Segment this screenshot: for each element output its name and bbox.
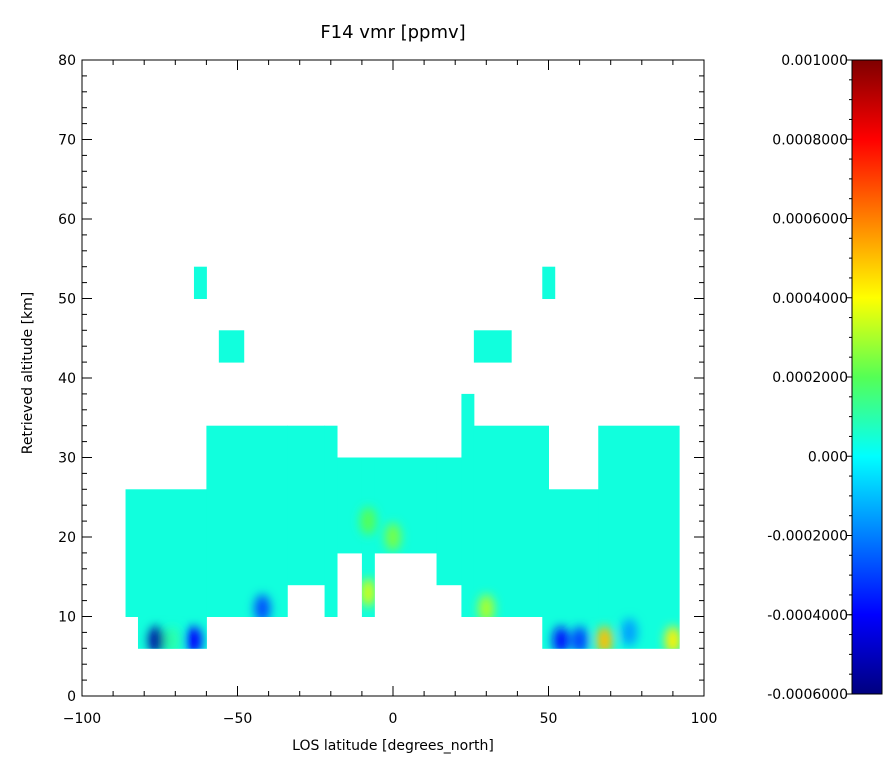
heatmap-cell [548, 489, 599, 617]
heatmap-cell [287, 425, 326, 586]
y-tick-label: 0 [67, 689, 76, 705]
x-tick-label: 50 [540, 711, 558, 727]
colorbar-gradient [851, 59, 883, 695]
y-tick-label: 20 [58, 530, 76, 546]
heatmap-cell [324, 425, 338, 617]
heatmap-cell [374, 457, 438, 554]
heatmap-anomaly [478, 594, 495, 623]
heatmap-anomalies [148, 507, 680, 649]
colorbar-ticks: -0.0006000 -0.0004000 -0.0002000 0.000 0.000… [767, 53, 852, 703]
heatmap-cell [542, 266, 556, 299]
heatmap-anomaly [385, 523, 401, 551]
heatmap-cell [337, 457, 363, 554]
y-axis: 0 10 20 30 40 50 60 70 80 [58, 53, 704, 705]
heatmap-cell [598, 425, 680, 649]
colorbar-tick-label: 0.0004000 [772, 291, 848, 307]
x-axis-label: LOS latitude [degrees_north] [292, 738, 494, 754]
heatmap-cell [125, 489, 207, 617]
heatmap-anomaly [148, 626, 165, 649]
y-axis-label: Retrieved altitude [km] [20, 292, 36, 455]
heatmap-cells [125, 266, 680, 649]
x-tick-label: −100 [63, 711, 101, 727]
y-tick-label: 40 [58, 371, 76, 387]
x-tick-label: 100 [691, 711, 718, 727]
heatmap-cell [473, 330, 512, 363]
y-tick-label: 10 [58, 610, 76, 626]
heatmap-anomaly [360, 578, 377, 607]
heatmap-cell [436, 457, 462, 586]
y-tick-label: 60 [58, 212, 76, 228]
colorbar-tick-label: -0.0006000 [767, 687, 848, 703]
y-tick-label: 30 [58, 451, 76, 467]
heatmap-anomaly [185, 626, 202, 649]
colorbar: -0.0006000 -0.0004000 -0.0002000 0.000 0.000… [767, 53, 883, 703]
colorbar-tick-label: -0.0004000 [767, 608, 848, 624]
heatmap-cell [206, 425, 288, 617]
colorbar-tick-label: 0.0008000 [772, 132, 848, 148]
heatmap-anomaly [164, 626, 181, 649]
colorbar-tick-label: 0.001000 [781, 53, 848, 69]
x-axis: −100 −50 0 50 100 [63, 60, 718, 727]
heatmap-cell [461, 393, 475, 617]
heatmap-anomaly [360, 507, 377, 536]
heatmap-anomaly [664, 626, 680, 649]
y-tick-label: 50 [58, 292, 76, 308]
chart-title: F14 vmr [ppmv] [320, 22, 465, 43]
heatmap-anomaly [552, 626, 569, 649]
colorbar-tick-label: 0.0006000 [772, 212, 848, 228]
heatmap-cell [193, 266, 207, 299]
colorbar-tick-label: -0.0002000 [767, 529, 848, 545]
y-tick-label: 80 [58, 53, 76, 69]
heatmap-anomaly [254, 594, 271, 623]
heatmap-cell [542, 616, 599, 649]
heatmap-anomaly [621, 618, 638, 647]
heatmap-cell [218, 330, 245, 363]
x-tick-label: 0 [389, 711, 398, 727]
y-tick-label: 70 [58, 133, 76, 149]
heatmap-anomaly [596, 626, 613, 649]
heatmap-cell [361, 457, 375, 617]
x-tick-label: −50 [223, 711, 253, 727]
heatmap-anomaly [571, 626, 588, 649]
heatmap-cell [473, 425, 549, 617]
colorbar-tick-label: 0.000 [808, 449, 848, 465]
colorbar-tick-label: 0.0002000 [772, 370, 848, 386]
